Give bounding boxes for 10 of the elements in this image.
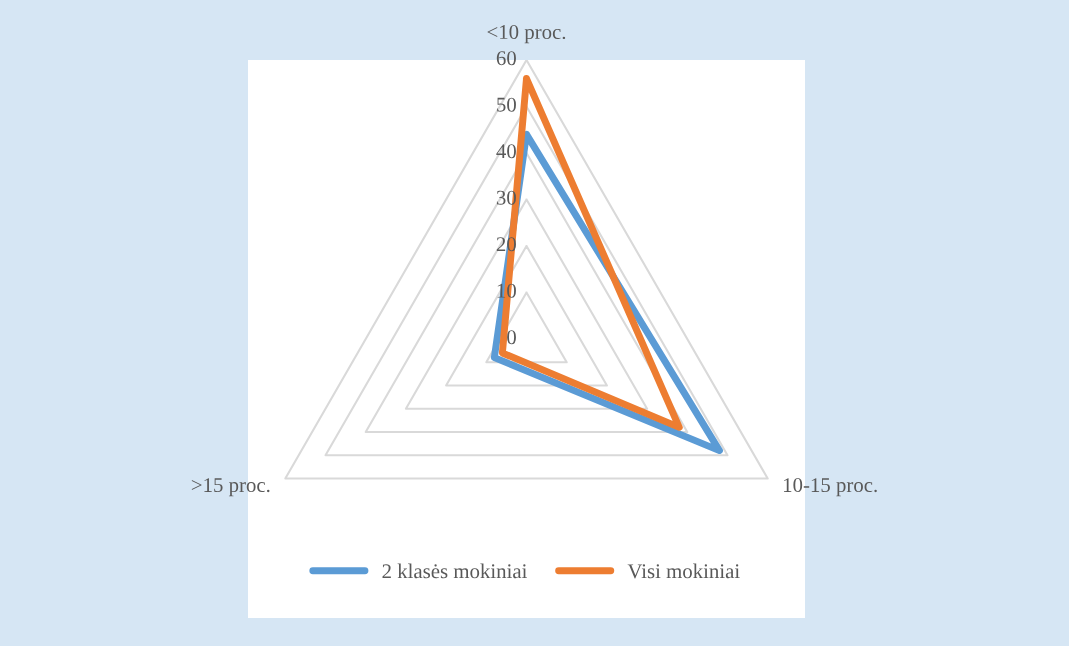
y-tick-label: 10 — [497, 283, 516, 298]
spoke-label: <10 proc. — [487, 24, 566, 44]
spoke-label: >15 proc. — [191, 478, 270, 497]
legend-label: 2 klasės mokiniai — [382, 563, 527, 579]
y-tick-label: 0 — [507, 330, 516, 345]
y-tick-label: 60 — [496, 51, 516, 66]
y-tick-label: 40 — [496, 144, 516, 159]
legend-label: Visi mokiniai — [627, 563, 740, 579]
spoke-label: 10-15 proc. — [783, 478, 877, 497]
y-tick-label: 50 — [497, 97, 516, 112]
